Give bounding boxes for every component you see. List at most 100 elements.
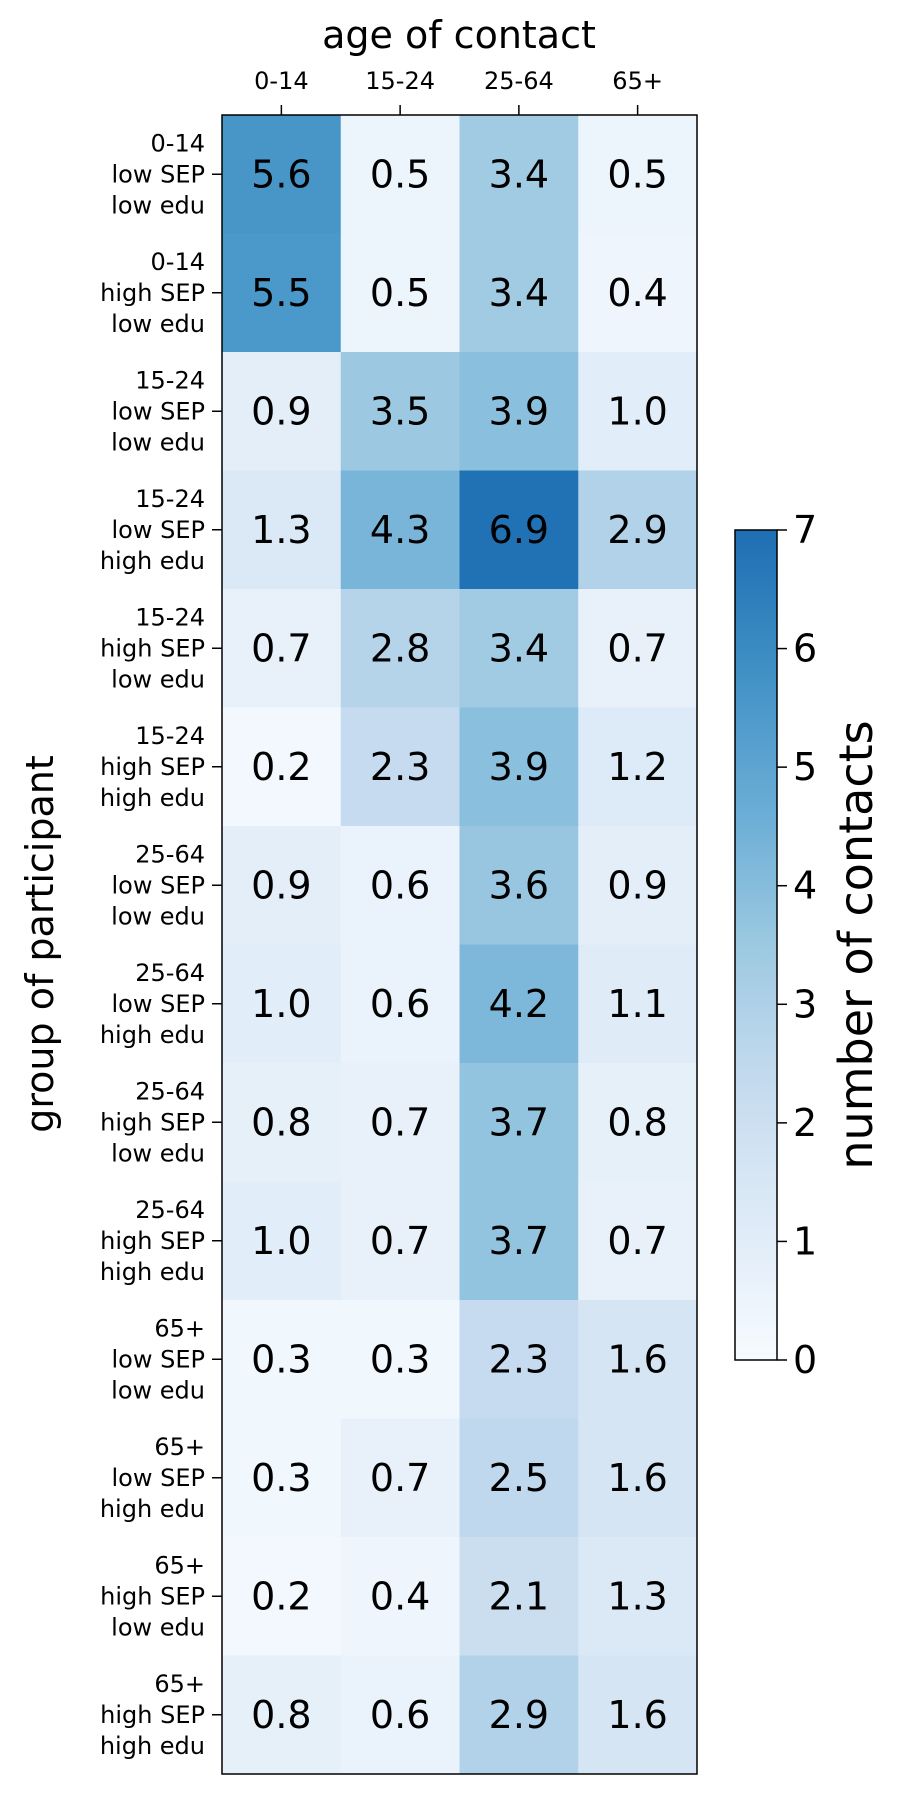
y-tick-label: 65+ high SEP low edu [100, 1551, 205, 1641]
cell-value-label: 4.3 [370, 508, 430, 552]
cell-value-label: 1.0 [251, 1219, 311, 1263]
heatmap-cell [340, 352, 460, 471]
cell-value-label: 1.6 [607, 1693, 667, 1737]
cell-value-label: 1.2 [607, 745, 667, 789]
x-axis-label: age of contact [322, 13, 596, 57]
cell-value-label: 0.9 [251, 389, 311, 433]
y-tick-label: 25-64 low SEP low edu [111, 840, 205, 930]
cell-value-label: 0.3 [251, 1456, 311, 1500]
x-tick-label: 25-64 [484, 67, 554, 95]
cell-value-label: 2.5 [489, 1456, 549, 1500]
plot-frame [221, 114, 698, 1775]
cell-value-label: 0.7 [607, 1219, 667, 1263]
cell-value-label: 2.9 [489, 1693, 549, 1737]
cell-value-label: 3.7 [489, 1100, 549, 1144]
cell-value-label: 3.7 [489, 1219, 549, 1263]
heatmap-cell [578, 1300, 698, 1419]
cell-value-label: 3.9 [489, 389, 549, 433]
heatmap-cell [222, 233, 342, 353]
heatmap-cell [340, 115, 460, 234]
heatmap-cell [459, 826, 579, 945]
y-tick-label: 0-14 high SEP low edu [100, 248, 205, 338]
heatmap-cell [222, 1063, 342, 1182]
heatmap-cell [578, 115, 698, 234]
cell-value-label: 1.1 [607, 982, 667, 1026]
colorbar-tick-label: 1 [793, 1219, 817, 1263]
heatmap-cell [459, 1181, 579, 1301]
heatmap-cell [459, 1537, 579, 1656]
cell-value-label: 0.4 [370, 1574, 430, 1618]
cell-value-label: 0.8 [607, 1100, 667, 1144]
y-tick-label: 0-14 low SEP low edu [111, 129, 205, 219]
colorbar-tick-label: 4 [793, 864, 817, 908]
heatmap-cell [340, 470, 460, 590]
cell-value-label: 2.9 [607, 508, 667, 552]
cell-value-label: 2.3 [489, 1337, 549, 1381]
heatmap-cell [578, 1655, 698, 1775]
heatmap-cell [578, 944, 698, 1064]
y-tick-label: 15-24 low SEP low edu [111, 366, 205, 456]
colorbar-tick-label: 2 [793, 1101, 817, 1145]
heatmap-cell [340, 944, 460, 1064]
heatmap-cell [578, 470, 698, 590]
heatmap-cell [578, 826, 698, 945]
x-tick-label: 65+ [612, 67, 663, 95]
y-tick-label: 65+ low SEP low edu [111, 1314, 205, 1404]
heatmap-cell [459, 352, 579, 471]
heatmap-cell [340, 1537, 460, 1656]
cell-value-label: 0.6 [370, 982, 430, 1026]
heatmap-cell [222, 1655, 342, 1775]
cell-value-label: 0.7 [607, 626, 667, 670]
heatmap-cell [340, 1418, 460, 1538]
heatmap-cell [459, 944, 579, 1064]
cell-value-label: 0.7 [370, 1456, 430, 1500]
cell-value-label: 4.2 [489, 982, 549, 1026]
x-tick-label: 15-24 [365, 67, 435, 95]
y-tick-label: 65+ low SEP high edu [100, 1433, 205, 1523]
y-tick-label: 25-64 low SEP high edu [100, 959, 205, 1049]
colorbar-frame [734, 529, 778, 1361]
heatmap-cell [578, 1537, 698, 1656]
cell-value-label: 3.4 [489, 271, 549, 315]
heatmap-cell [459, 589, 579, 708]
y-tick-label: 15-24 high SEP high edu [100, 722, 205, 812]
cell-value-label: 0.5 [370, 271, 430, 315]
cell-value-label: 1.3 [251, 508, 311, 552]
heatmap-cell [340, 1063, 460, 1182]
heatmap-cell [222, 589, 342, 708]
colorbar-label: number of contacts [829, 720, 883, 1169]
heatmap-cells [222, 115, 698, 1775]
cell-value-label: 2.3 [370, 745, 430, 789]
y-tick-label: 65+ high SEP high edu [100, 1670, 205, 1760]
colorbar-gradient [735, 530, 777, 1360]
cell-value-label: 3.4 [489, 152, 549, 196]
cell-value-label: 6.9 [489, 508, 549, 552]
cell-value-label: 0.9 [607, 863, 667, 907]
cell-value-label: 1.6 [607, 1456, 667, 1500]
cell-value-label: 0.8 [251, 1693, 311, 1737]
y-tick-label: 25-64 high SEP high edu [100, 1196, 205, 1286]
heatmap-cell [578, 1418, 698, 1538]
cell-value-label: 0.6 [370, 1693, 430, 1737]
y-tick-label: 15-24 low SEP high edu [100, 485, 205, 575]
heatmap-cell [222, 115, 342, 234]
cell-value-label: 0.2 [251, 745, 311, 789]
heatmap-cell [578, 352, 698, 471]
cell-value-label: 0.7 [370, 1219, 430, 1263]
heatmap-cell [578, 1181, 698, 1301]
heatmap-cell [222, 470, 342, 590]
y-axis-label: group of participant [18, 755, 62, 1132]
cell-value-label: 0.3 [251, 1337, 311, 1381]
colorbar-tick-label: 7 [793, 508, 817, 552]
cell-value-label: 0.7 [370, 1100, 430, 1144]
colorbar-tick-label: 3 [793, 982, 817, 1026]
heatmap-cell [340, 233, 460, 353]
colorbar-tick-label: 0 [793, 1338, 817, 1382]
y-axis-ticks: 0-14 low SEP low edu 0-14 high SEP low edu 15-… [100, 129, 222, 1760]
heatmap-cell [222, 826, 342, 945]
heatmap-cell [222, 352, 342, 471]
cell-value-label: 0.8 [251, 1100, 311, 1144]
colorbar-ticks: 0 1 2 3 4 5 6 7 [777, 508, 817, 1382]
heatmap-cell [459, 1418, 579, 1538]
